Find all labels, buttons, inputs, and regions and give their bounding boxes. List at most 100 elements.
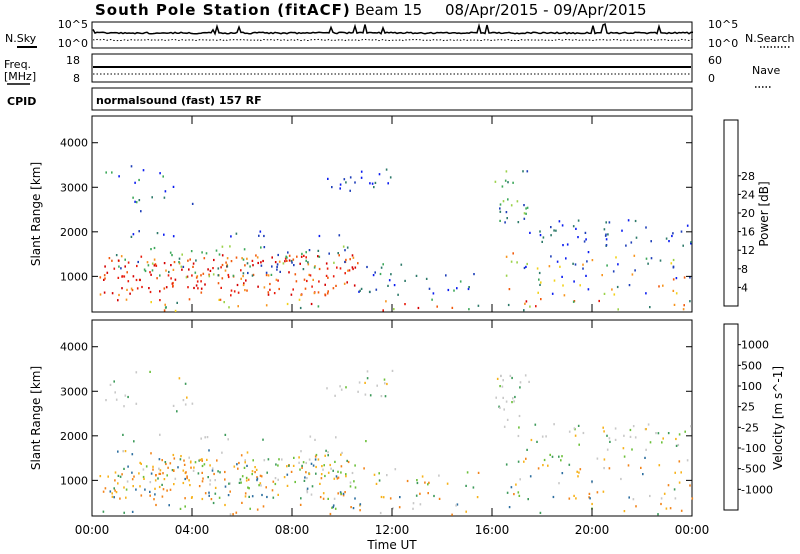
- range-cell: [500, 374, 502, 378]
- range-cell: [613, 293, 616, 296]
- range-cell: [551, 292, 554, 295]
- x-tick-label: 00:00: [75, 523, 110, 537]
- range-cell: [127, 465, 129, 468]
- range-cell: [525, 265, 527, 268]
- power-cells: [99, 165, 692, 312]
- range-cell: [360, 170, 363, 173]
- range-cell: [266, 471, 268, 474]
- range-cell: [247, 271, 249, 275]
- range-cell: [675, 292, 678, 295]
- range-cell: [539, 511, 542, 514]
- range-cell: [251, 495, 254, 498]
- range-cell: [582, 263, 584, 266]
- range-cell: [189, 258, 191, 261]
- range-cell: [399, 496, 401, 499]
- range-cell: [354, 464, 356, 467]
- range-cell: [369, 394, 372, 397]
- range-cell: [308, 458, 311, 461]
- range-cell: [178, 262, 181, 265]
- range-cell: [260, 484, 262, 487]
- range-cell: [345, 473, 347, 476]
- station-title: South Pole Station (fitACF): [95, 1, 351, 19]
- range-cell: [198, 459, 200, 462]
- range-cell: [502, 200, 505, 203]
- range-cell: [498, 405, 500, 408]
- range-cell: [263, 234, 265, 238]
- range-cell: [578, 471, 580, 474]
- range-cell: [109, 383, 112, 386]
- range-cell: [332, 275, 335, 278]
- range-cell: [561, 455, 563, 458]
- range-cell: [596, 457, 599, 460]
- range-cell: [150, 248, 152, 251]
- range-cell: [536, 440, 538, 443]
- range-cell: [573, 427, 576, 430]
- range-cell: [640, 466, 642, 469]
- range-cell: [579, 284, 581, 287]
- range-cell: [313, 266, 316, 269]
- range-cell: [183, 459, 185, 462]
- range-cell: [298, 298, 301, 301]
- range-cell: [518, 494, 521, 497]
- range-cell: [169, 462, 172, 465]
- range-cell: [188, 456, 190, 459]
- range-cell: [151, 269, 154, 272]
- range-cell: [393, 308, 395, 311]
- range-cell: [552, 495, 555, 499]
- range-cell: [662, 437, 664, 440]
- range-cell: [277, 478, 279, 481]
- range-cell: [138, 178, 140, 182]
- range-cell: [675, 444, 678, 447]
- range-cell: [153, 264, 156, 267]
- beam-label: Beam 15: [355, 1, 422, 19]
- range-cell: [684, 430, 686, 433]
- range-cell: [494, 180, 497, 183]
- range-cell: [152, 468, 154, 471]
- range-cell: [217, 470, 219, 473]
- range-cell: [155, 503, 157, 507]
- range-cell: [215, 249, 218, 252]
- range-cell: [680, 230, 683, 233]
- range-cell: [393, 284, 396, 287]
- y-tick-label: 3000: [60, 385, 88, 398]
- range-cell: [315, 453, 318, 457]
- range-cell: [184, 505, 186, 508]
- range-cell: [631, 448, 633, 451]
- range-cell: [406, 479, 409, 483]
- noise-sky-trace: [92, 23, 694, 36]
- range-cell: [623, 434, 625, 437]
- range-cell: [561, 472, 564, 475]
- range-cell: [308, 273, 310, 276]
- range-cell: [288, 464, 290, 467]
- range-cell: [172, 453, 175, 457]
- range-cell: [634, 269, 636, 272]
- range-cell: [326, 387, 328, 390]
- range-cell: [143, 477, 145, 480]
- range-cell: [251, 274, 254, 277]
- range-cell: [690, 241, 692, 244]
- range-cell: [602, 490, 605, 493]
- range-cell: [321, 465, 323, 468]
- range-cell: [229, 490, 231, 493]
- range-cell: [605, 238, 608, 241]
- range-cell: [117, 299, 119, 302]
- range-cell: [136, 287, 139, 290]
- range-cell: [230, 294, 232, 297]
- range-cell: [505, 255, 508, 258]
- range-cell: [446, 482, 449, 485]
- range-cell: [315, 465, 317, 469]
- range-cell: [364, 393, 367, 396]
- range-cell: [111, 259, 113, 262]
- range-cell: [172, 185, 175, 188]
- range-cell: [301, 464, 303, 467]
- range-cell: [237, 291, 240, 294]
- range-cell: [526, 206, 529, 209]
- range-cell: [159, 274, 161, 277]
- range-cell: [269, 282, 271, 286]
- range-cell: [319, 482, 321, 485]
- range-cell: [163, 309, 166, 312]
- range-cell: [304, 476, 306, 479]
- range-cell: [353, 284, 356, 287]
- range-cell: [164, 190, 167, 193]
- range-cell: [495, 396, 497, 399]
